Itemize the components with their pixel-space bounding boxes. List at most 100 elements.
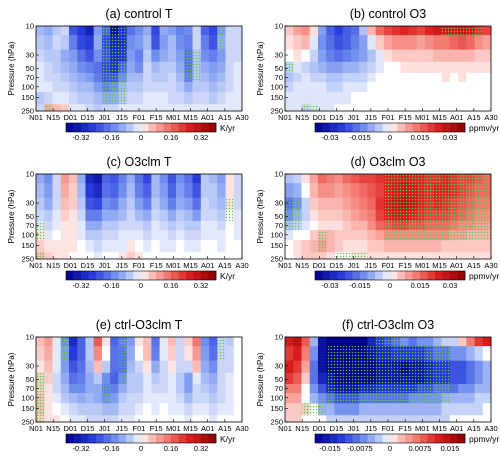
heatmap-cell bbox=[375, 403, 385, 416]
heatmap-cell bbox=[44, 72, 53, 83]
colorbar-tick-label: 0.32 bbox=[194, 444, 209, 453]
heatmap-cell bbox=[474, 346, 484, 362]
heatmap-cell bbox=[350, 209, 360, 222]
heatmap-cell bbox=[167, 372, 177, 385]
colorbar-tick-label: 0 bbox=[388, 444, 392, 453]
heatmap-cell bbox=[176, 104, 185, 112]
heatmap-cell bbox=[118, 197, 128, 211]
heatmap-cell bbox=[433, 72, 442, 83]
heatmap-cell bbox=[317, 104, 327, 112]
heatmap-cell bbox=[176, 346, 185, 362]
heatmap-cell bbox=[400, 61, 409, 74]
heatmap-cell bbox=[383, 415, 393, 423]
heatmap-cell bbox=[233, 209, 243, 222]
heatmap-cell bbox=[317, 360, 327, 374]
heatmap-cell bbox=[184, 183, 193, 199]
colorbar-swatch bbox=[141, 271, 149, 280]
x-tick-label: A01 bbox=[450, 424, 463, 433]
heatmap-cell bbox=[482, 104, 492, 112]
heatmap-cell bbox=[68, 26, 78, 36]
heatmap-cell bbox=[359, 82, 368, 93]
heatmap-cell bbox=[134, 209, 144, 222]
heatmap-cell bbox=[85, 209, 95, 222]
heatmap-cell bbox=[392, 49, 401, 63]
x-tick-label: A30 bbox=[235, 261, 248, 270]
heatmap-cell bbox=[176, 230, 185, 241]
heatmap-cell bbox=[159, 230, 169, 241]
heatmap-cell bbox=[68, 372, 78, 385]
heatmap-cell bbox=[466, 337, 475, 347]
heatmap-cell bbox=[383, 240, 393, 253]
heatmap-cell bbox=[425, 240, 434, 253]
heatmap-cell bbox=[93, 92, 103, 105]
heatmap-cell bbox=[60, 72, 70, 83]
heatmap-cell bbox=[383, 92, 393, 105]
heatmap-cell bbox=[126, 49, 136, 63]
significance-stipple bbox=[285, 174, 491, 259]
heatmap-cell bbox=[77, 346, 86, 362]
colorbar-swatch bbox=[178, 434, 187, 443]
heatmap-cell bbox=[400, 415, 409, 423]
heatmap-cell bbox=[285, 26, 294, 36]
x-tick-label: M01 bbox=[415, 261, 430, 270]
x-tick-label: N15 bbox=[295, 261, 309, 270]
heatmap-cell bbox=[482, 372, 492, 385]
colorbar-tick-label: 0.0075 bbox=[409, 444, 432, 453]
heatmap-cell bbox=[217, 174, 226, 184]
colorbar-swatch bbox=[397, 434, 406, 443]
heatmap-cell bbox=[192, 197, 202, 211]
heatmap-cell bbox=[367, 209, 377, 222]
heatmap-cell bbox=[359, 104, 368, 112]
heatmap-cell bbox=[52, 337, 62, 347]
colorbar-swatch bbox=[345, 123, 353, 132]
heatmap-cell bbox=[134, 82, 144, 93]
colorbar-unit-label: ppmv/yr bbox=[469, 271, 499, 281]
heatmap-cell bbox=[334, 220, 344, 231]
x-tick-label: N15 bbox=[295, 113, 309, 122]
y-tick-label: 70 bbox=[275, 221, 283, 230]
x-tick-label: A15 bbox=[467, 113, 480, 122]
heatmap-cell bbox=[342, 92, 352, 105]
heatmap-cell bbox=[101, 209, 111, 222]
heatmap-cell bbox=[151, 49, 160, 63]
heatmap-cell bbox=[85, 230, 95, 241]
heatmap-cell bbox=[159, 174, 169, 184]
x-tick-label: A15 bbox=[467, 424, 480, 433]
colorbar-swatch bbox=[352, 123, 361, 132]
heatmap-cell bbox=[225, 337, 235, 347]
heatmap-cell bbox=[433, 337, 442, 347]
x-tick-label: F15 bbox=[399, 424, 412, 433]
heatmap-cell bbox=[326, 220, 335, 231]
heatmap-cell bbox=[93, 346, 103, 362]
colorbar-swatch bbox=[315, 271, 323, 280]
heatmap-cell bbox=[167, 197, 177, 211]
heatmap-cell bbox=[167, 72, 177, 83]
heatmap-cell bbox=[68, 72, 78, 83]
stipple-region bbox=[326, 346, 450, 404]
heatmap-cell bbox=[350, 104, 360, 112]
heatmap-cell bbox=[285, 383, 294, 394]
heatmap-cell bbox=[200, 360, 210, 374]
heatmap-cell bbox=[482, 240, 492, 253]
heatmap-cell bbox=[466, 240, 475, 253]
heatmap-cell bbox=[200, 393, 210, 404]
heatmap-cell bbox=[68, 393, 78, 404]
colorbar-tick-label: -0.32 bbox=[72, 281, 89, 290]
heatmap-cell bbox=[425, 92, 434, 105]
heatmap-cell bbox=[317, 61, 327, 74]
x-tick-label: N01 bbox=[278, 261, 292, 270]
heatmap-cell bbox=[458, 72, 467, 83]
heatmap-cell bbox=[143, 209, 152, 222]
heatmap-cell bbox=[176, 220, 185, 231]
heatmap-cell bbox=[466, 104, 475, 112]
heatmap-cell bbox=[482, 403, 492, 416]
heatmap-cell bbox=[408, 82, 418, 93]
heatmap-cell bbox=[474, 104, 484, 112]
x-tick-label: M01 bbox=[166, 113, 181, 122]
y-tick-label: 250 bbox=[21, 107, 34, 116]
heatmap-cell bbox=[60, 403, 70, 416]
heatmap-cell bbox=[134, 104, 144, 112]
colorbar-swatch bbox=[81, 434, 89, 443]
heatmap-cell bbox=[110, 174, 119, 184]
